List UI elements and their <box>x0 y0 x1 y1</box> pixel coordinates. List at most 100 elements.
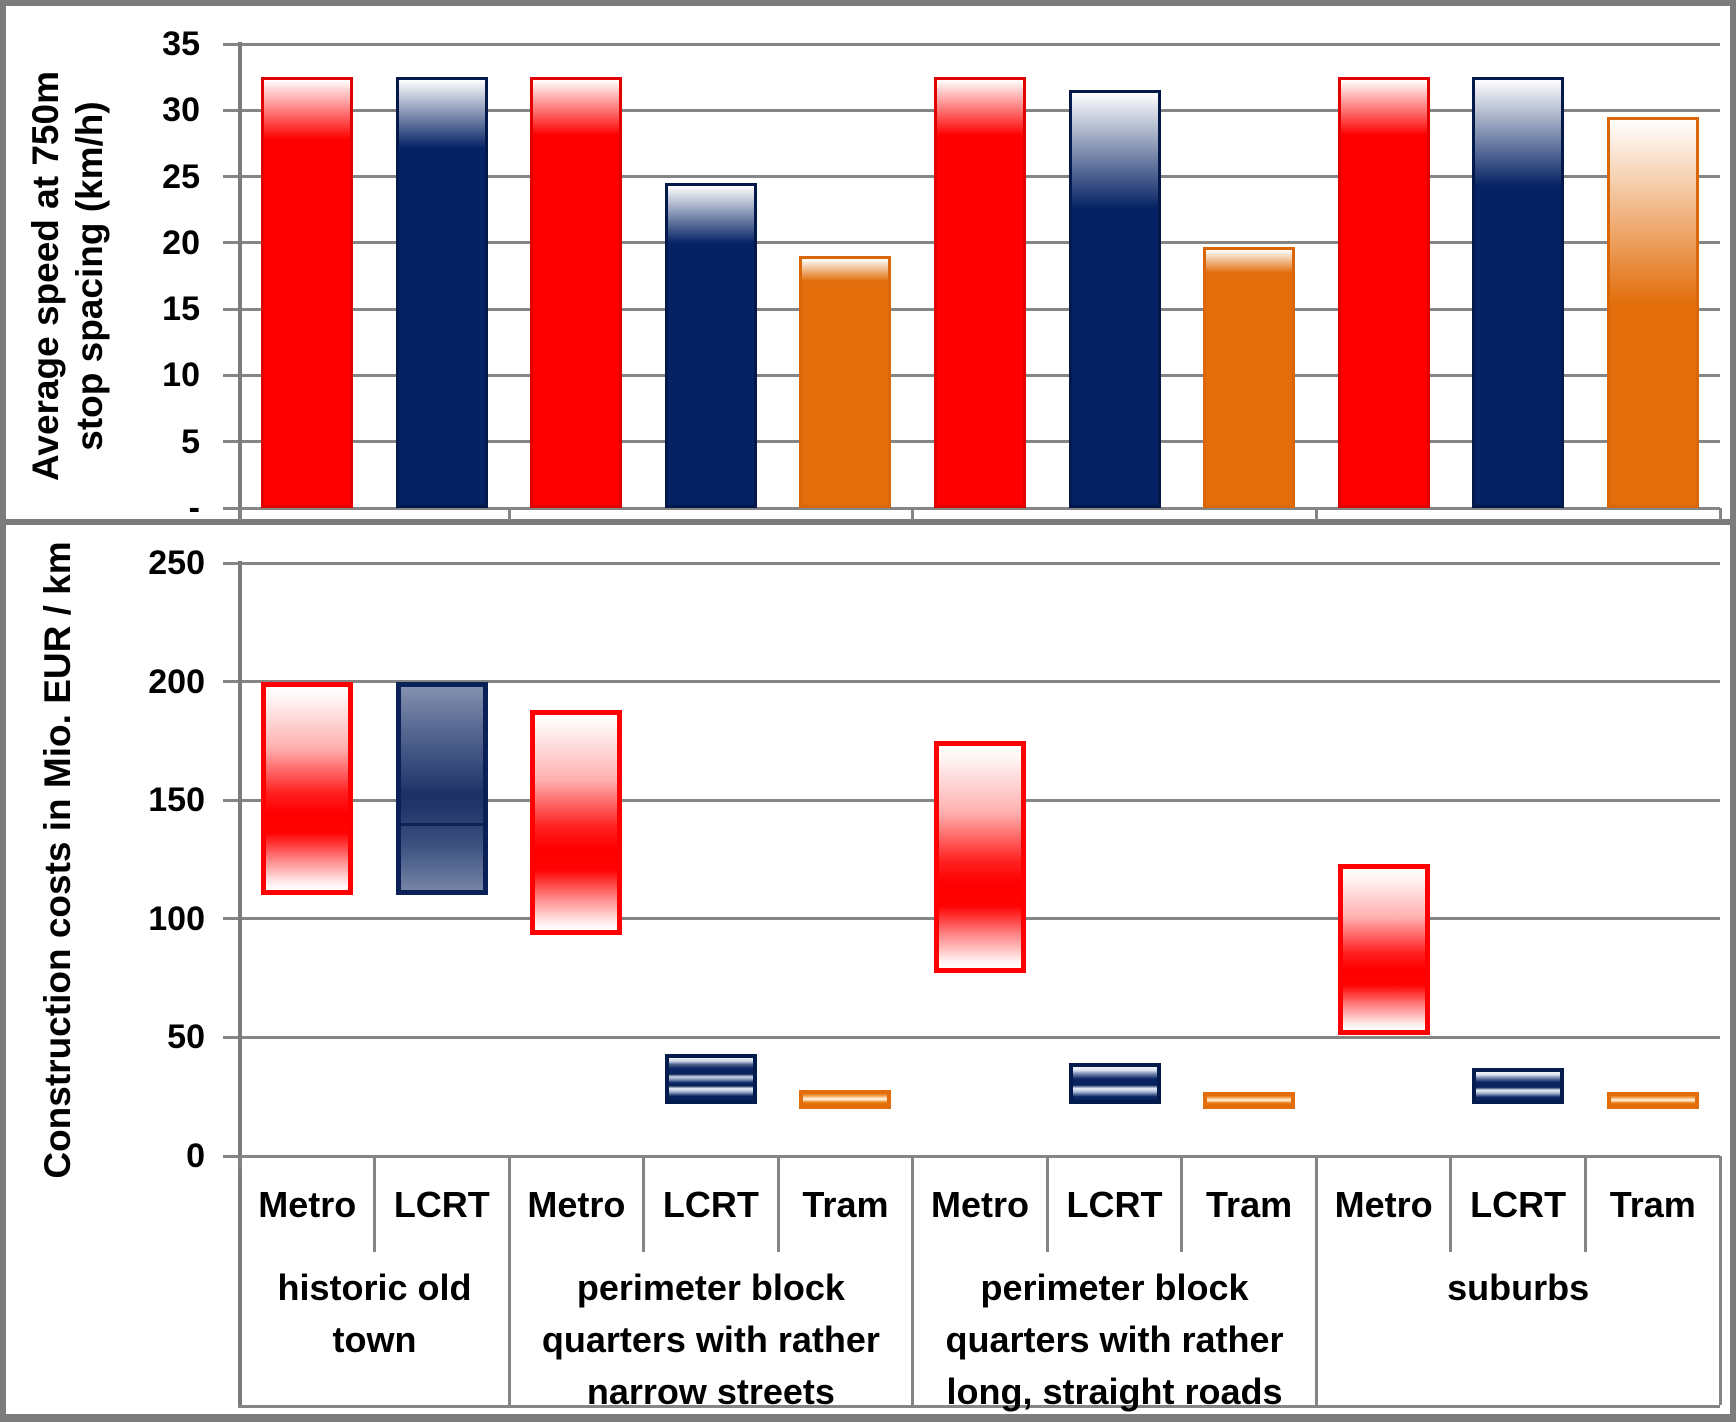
cost-cell-tick <box>238 1156 242 1169</box>
group-boundary-line <box>911 1160 915 1405</box>
category-label-perimeter-block-quarters-with-rather-long-straight-roads: perimeter block quarters with rather long,… <box>913 1262 1317 1418</box>
speed-y-axis <box>238 42 242 520</box>
category-label-line: town <box>332 1319 417 1360</box>
column-separator-line <box>1449 1169 1453 1252</box>
cost-bar-suburbs-tram <box>1606 1091 1699 1109</box>
cost-gridline-0 <box>240 1154 1720 1158</box>
speed-ytick-label: - <box>188 489 200 527</box>
speed-ytick-label: 35 <box>162 25 200 63</box>
speed-group-tick <box>1718 508 1722 520</box>
cost-bar-historic-old-town-lcrt <box>395 681 488 896</box>
speed-group-tick <box>1314 508 1318 520</box>
speed-bar-perimeter-block-quarters-with-rather-long-straight-roads-metro <box>934 77 1026 508</box>
speed-axis-tick <box>223 373 240 377</box>
category-label-line: quarters with rather <box>541 1319 880 1360</box>
speed-bar-suburbs-metro <box>1337 77 1430 508</box>
border-left <box>0 0 6 1422</box>
speed-ytick-label: 20 <box>162 223 200 262</box>
cost-cell-tick <box>1180 1156 1184 1169</box>
cost-cell-tick <box>1583 1156 1587 1169</box>
group-boundary-line <box>1314 1160 1318 1405</box>
speed-ytick-label: 5 <box>181 422 200 461</box>
cost-bar-perimeter-block-quarters-with-rather-narrow-streets-lcrt <box>664 1054 757 1104</box>
speed-gridline-- <box>240 506 1720 510</box>
speed-bar-perimeter-block-quarters-with-rather-narrow-streets-lcrt <box>664 183 757 508</box>
category-label-historic-old-town: historic old town <box>240 1262 509 1366</box>
column-label-metro-5: Metro <box>931 1184 1029 1225</box>
label-area-bottom-line <box>238 1405 1720 1408</box>
cost-gridline-200 <box>240 680 1720 684</box>
border-top <box>0 0 1736 6</box>
category-label-line: quarters with rather <box>945 1319 1284 1360</box>
speed-axis-tick <box>223 307 240 311</box>
cost-ytick-label: 250 <box>148 544 205 582</box>
speed-ytick-label: 10 <box>162 356 200 395</box>
speed-ytick-label: 30 <box>162 91 200 130</box>
cost-gridline-50 <box>240 1035 1720 1039</box>
column-separator-line <box>776 1169 780 1252</box>
speed-axis-tick <box>223 108 240 112</box>
cost-cell-tick <box>642 1156 646 1169</box>
speed-axis-tick <box>223 241 240 245</box>
column-label-lcrt-3: LCRT <box>662 1184 759 1225</box>
cost-gridline-250 <box>240 561 1720 565</box>
cost-axis-tick <box>223 1154 240 1158</box>
speed-axis-tick <box>223 440 240 444</box>
category-label-line: narrow streets <box>586 1371 835 1412</box>
cost-bar-perimeter-block-quarters-with-rather-narrow-streets-tram <box>799 1089 892 1109</box>
group-boundary-line <box>507 1160 511 1405</box>
column-label-metro-8: Metro <box>1334 1184 1433 1225</box>
speed-gridline-35 <box>240 42 1720 46</box>
category-label-line: historic old <box>277 1267 472 1308</box>
speed-bar-perimeter-block-quarters-with-rather-narrow-streets-tram <box>799 256 892 508</box>
cost-ytick-label: 200 <box>148 662 205 701</box>
column-label-tram-4: Tram <box>802 1184 889 1225</box>
speed-ytick-label: 25 <box>162 157 200 196</box>
speed-axis-tick <box>223 175 240 179</box>
column-separator-line <box>1583 1169 1587 1252</box>
speed-chart-panel: 35 30 25 20 15 10 5 - <box>0 0 1736 525</box>
category-label-line: long, straight roads <box>946 1371 1283 1412</box>
cost-ytick-label: 50 <box>167 1018 205 1057</box>
speed-bar-suburbs-lcrt <box>1472 77 1565 508</box>
border-bottom <box>0 1414 1736 1422</box>
column-label-tram-10: Tram <box>1609 1184 1696 1225</box>
cost-ytick-label: 100 <box>148 899 205 938</box>
speed-bar-perimeter-block-quarters-with-rather-long-straight-roads-tram <box>1203 246 1296 508</box>
speed-bar-suburbs-tram <box>1606 116 1699 508</box>
speed-bar-perimeter-block-quarters-with-rather-long-straight-roads-lcrt <box>1068 90 1161 508</box>
cost-bar-divider-140 <box>400 822 483 826</box>
column-label-metro-0: Metro <box>258 1184 357 1225</box>
cost-bar-perimeter-block-quarters-with-rather-long-straight-roads-lcrt <box>1068 1063 1161 1104</box>
cost-cell-tick <box>373 1156 377 1169</box>
cost-bar-perimeter-block-quarters-with-rather-narrow-streets-metro <box>530 710 623 936</box>
column-label-lcrt-6: LCRT <box>1066 1184 1163 1225</box>
cost-bar-perimeter-block-quarters-with-rather-long-straight-roads-metro <box>934 740 1026 974</box>
category-label-line: perimeter block <box>576 1267 845 1308</box>
column-label-tram-7: Tram <box>1206 1184 1293 1225</box>
cost-cell-tick <box>1045 1156 1049 1169</box>
cost-axis-tick <box>223 1035 240 1039</box>
speed-bar-historic-old-town-metro <box>261 77 354 508</box>
cost-cell-tick <box>776 1156 780 1169</box>
column-separator-line <box>642 1169 646 1252</box>
cost-bar-historic-old-town-metro <box>261 681 354 896</box>
cost-axis-tick <box>223 680 240 684</box>
speed-group-tick <box>911 508 915 520</box>
cost-axis-tick <box>223 561 240 565</box>
cost-y-axis <box>238 561 242 1405</box>
cost-axis-tick <box>223 798 240 802</box>
cost-bar-perimeter-block-quarters-with-rather-long-straight-roads-tram <box>1203 1091 1296 1109</box>
column-separator-line <box>1180 1169 1184 1252</box>
speed-bar-perimeter-block-quarters-with-rather-narrow-streets-metro <box>530 77 623 508</box>
speed-axis-tick <box>223 506 240 510</box>
column-label-metro-2: Metro <box>527 1184 626 1225</box>
cost-cell-tick <box>1449 1156 1453 1169</box>
category-label-line: suburbs <box>1447 1267 1590 1308</box>
category-label-line: perimeter block <box>980 1267 1249 1308</box>
speed-axis-tick <box>223 42 240 46</box>
group-boundary-line <box>1718 1160 1722 1405</box>
column-label-lcrt-9: LCRT <box>1470 1184 1567 1225</box>
